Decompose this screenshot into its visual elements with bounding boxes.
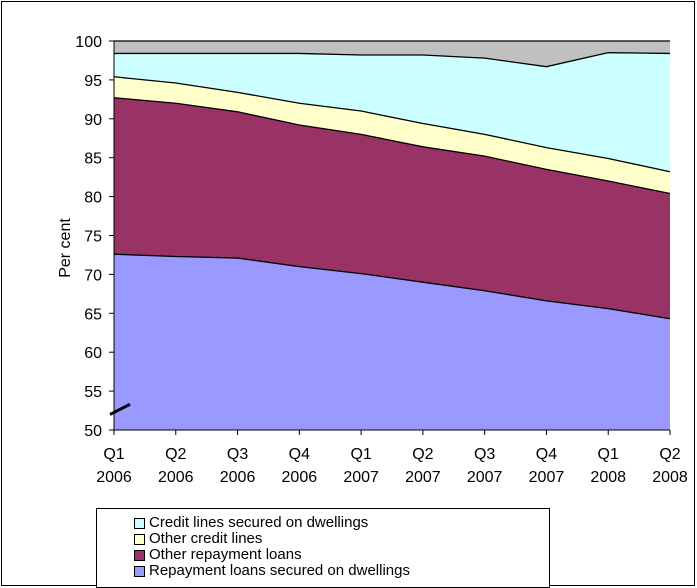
y-tick-label: 60 bbox=[84, 345, 102, 362]
y-tick-label: 70 bbox=[84, 267, 102, 284]
legend-label: Other credit lines bbox=[149, 530, 263, 547]
axes bbox=[109, 40, 671, 435]
line-repayment-loans-secured-on-dwellings bbox=[113, 253, 671, 320]
legend-swatch bbox=[134, 533, 145, 545]
x-tick-label-year: 2007 bbox=[467, 469, 503, 486]
y-tick-label: 100 bbox=[75, 34, 102, 51]
x-tick-label-quarter: Q2 bbox=[412, 446, 433, 463]
legend-swatch bbox=[134, 517, 145, 529]
y-tick-labels: 50 55 60 65 70 75 80 85 90 95 100 bbox=[75, 34, 102, 440]
x-tick-label-quarter: Q3 bbox=[474, 446, 495, 463]
x-tick-label-quarter: Q3 bbox=[227, 446, 248, 463]
x-tick-label-quarter: Q4 bbox=[536, 446, 557, 463]
area-other-repayment-loans bbox=[114, 97, 670, 319]
axis-break-mark bbox=[109, 402, 131, 416]
x-tick-label-year: 2008 bbox=[590, 469, 626, 486]
legend-item: Other credit lines bbox=[134, 531, 262, 547]
x-tick-label-year: 2006 bbox=[158, 469, 194, 486]
y-axis-title: Per cent bbox=[57, 218, 74, 278]
x-tick-label-quarter: Q4 bbox=[289, 446, 310, 463]
x-tick-label-quarter: Q2 bbox=[165, 446, 186, 463]
x-tick-label-year: 2007 bbox=[529, 469, 565, 486]
y-tick-label: 75 bbox=[84, 229, 102, 246]
x-tick-label-quarter: Q2 bbox=[659, 446, 680, 463]
x-tick-label-year: 2006 bbox=[96, 469, 132, 486]
legend-label: Credit lines secured on dwellings bbox=[149, 514, 369, 531]
x-tick-label-quarter: Q1 bbox=[598, 446, 619, 463]
legend-item: Repayment loans secured on dwellings bbox=[134, 563, 410, 579]
area-credit-lines-secured-on-dwellings bbox=[114, 52, 670, 172]
legend-label: Other repayment loans bbox=[149, 546, 302, 563]
area-repayment-loans-secured-on-dwellings bbox=[114, 254, 670, 430]
y-tick-label: 65 bbox=[84, 306, 102, 323]
x-tick-label-year: 2007 bbox=[343, 469, 379, 486]
legend-swatch bbox=[134, 565, 145, 577]
x-tick-label-quarter: Q1 bbox=[103, 446, 124, 463]
line-credit-lines-secured-on-dwellings bbox=[114, 52, 671, 68]
x-tick-label-year: 2007 bbox=[405, 469, 441, 486]
y-tick-label: 95 bbox=[84, 73, 102, 90]
y-tick-label: 80 bbox=[84, 190, 102, 207]
legend-item: Other repayment loans bbox=[134, 547, 302, 563]
legend-swatch bbox=[134, 549, 145, 561]
line-other-credit-lines bbox=[113, 76, 671, 173]
y-tick-label: 85 bbox=[84, 151, 102, 168]
area-layers bbox=[114, 41, 670, 430]
x-tick-label-year: 2008 bbox=[652, 469, 688, 486]
x-tick-label-year: 2006 bbox=[282, 469, 318, 486]
x-tick-label-quarter: Q1 bbox=[350, 446, 371, 463]
y-tick-label: 55 bbox=[84, 384, 102, 401]
series-lines bbox=[113, 40, 671, 320]
legend-label: Repayment loans secured on dwellings bbox=[149, 562, 410, 579]
legend-item: Credit lines secured on dwellings bbox=[134, 515, 368, 531]
line-other-repayment-loans bbox=[113, 97, 671, 195]
y-tick-label: 50 bbox=[84, 423, 102, 440]
y-tick-label: 90 bbox=[84, 112, 102, 129]
area-series-4 bbox=[114, 41, 670, 67]
legend: Credit lines secured on dwellings Other c… bbox=[96, 508, 550, 588]
x-tick-label-year: 2006 bbox=[220, 469, 256, 486]
area-other-credit-lines bbox=[114, 76, 670, 194]
x-tick-labels: Q1 2006 Q2 2006 Q3 2006 Q4 2006 Q1 2007 Q2 2007 Q3 20… bbox=[96, 446, 688, 486]
